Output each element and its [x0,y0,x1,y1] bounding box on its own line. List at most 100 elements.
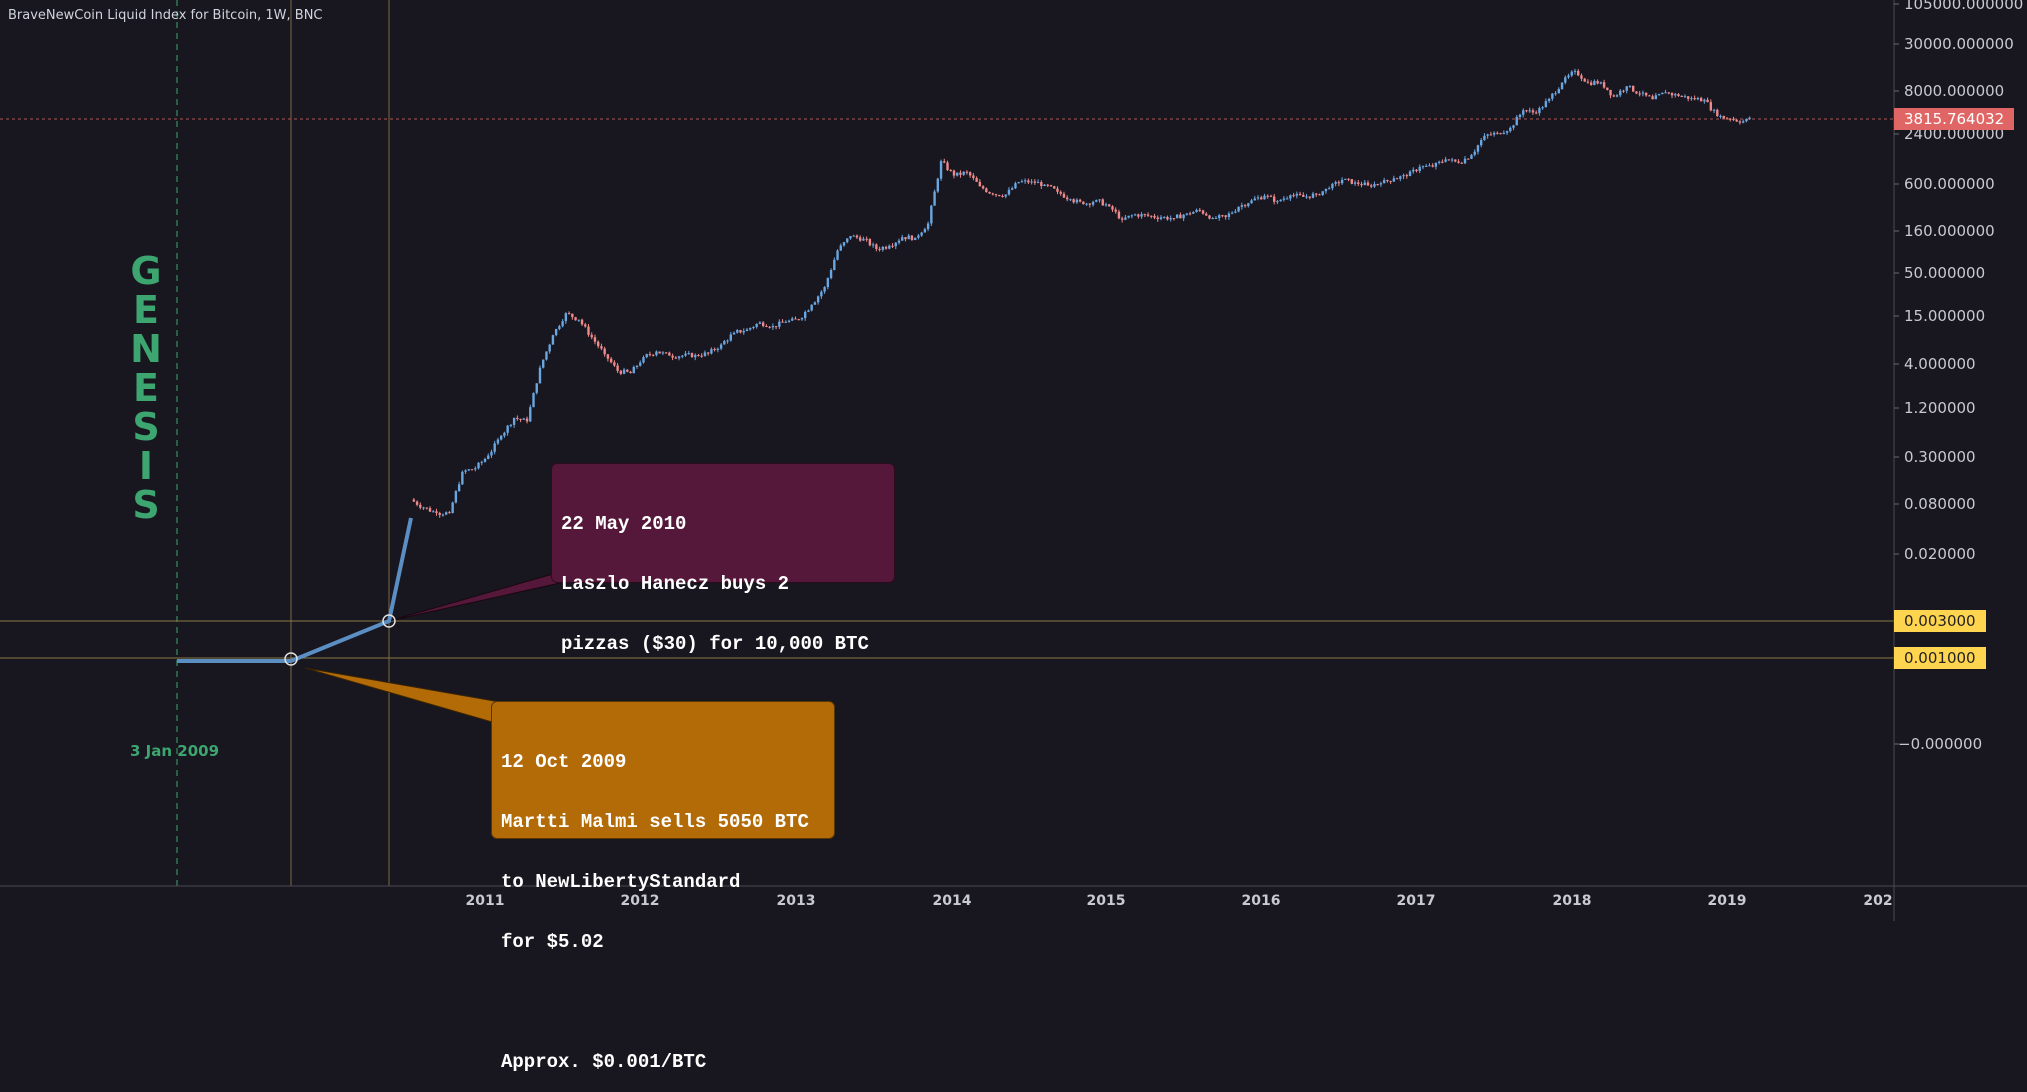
callout-line: Martti Malmi sells 5050 BTC [501,811,809,833]
candle-body [1680,96,1683,98]
candle-body [1276,201,1279,203]
candle-body [658,351,661,354]
candle-body [758,322,762,324]
candle-body [1104,204,1108,206]
candle-body [1609,89,1612,96]
candles-group [412,68,1751,518]
candle-body [432,511,435,513]
candle-body [1544,101,1548,108]
candle-body [1522,110,1525,115]
pizza-point-marker[interactable] [382,614,396,628]
candle-body [752,326,755,328]
candle-body [1272,196,1276,202]
candle-body [535,383,538,393]
candle-body [635,365,639,367]
candle-body [1583,78,1586,82]
candle-body [1295,193,1299,196]
genesis-label: G E N E S I S [128,252,164,525]
candle-body [1363,182,1366,186]
candle-body [1425,165,1428,167]
candle-body [1120,218,1124,220]
candle-body [826,278,830,288]
candle-body [1525,110,1528,112]
candle-body [1234,211,1237,213]
candle-body [1182,214,1185,219]
candle-body [1340,179,1344,184]
malmi-callout[interactable]: 12 Oct 2009 Martti Malmi sells 5050 BTC … [491,701,835,1072]
candle-body [674,357,678,359]
candle-body [1088,203,1092,205]
candle-body [891,245,894,247]
candle-body [412,499,416,502]
candle-body [1651,96,1654,100]
candle-body [939,161,943,179]
candle-body [833,259,836,271]
candle-body [1615,95,1619,97]
candle-body [415,501,419,505]
candle-body [548,344,551,352]
candle-body [729,334,733,341]
candle-body [457,484,461,492]
candle-body [1227,213,1231,218]
candle-body [1564,77,1567,83]
candle-body [810,304,813,311]
candle-body [1399,176,1402,179]
candle-body [681,355,684,357]
candle-body [1580,75,1583,79]
candle-body [920,232,923,236]
candle-body [952,170,956,176]
candle-body [464,470,467,472]
candle-body [1085,203,1088,205]
candle-body [913,237,917,241]
candle-body [985,188,988,193]
candle-body [1602,82,1606,88]
candle-body [545,351,548,360]
candle-body [1437,161,1441,163]
candle-body [1198,209,1201,211]
candle-body [1664,92,1667,94]
candle-body [522,418,526,420]
candle-body [493,443,496,452]
candle-body [1324,188,1328,192]
candle-body [1703,99,1706,102]
candle-body [1492,132,1496,135]
candle-body [1677,94,1680,97]
candle-body [716,348,720,350]
candle-body [1408,171,1412,177]
candle-body [503,432,506,436]
last-price-badge: 3815.764032 [1894,108,2015,130]
candle-body [506,425,509,433]
candle-body [755,323,758,327]
candle-body [1156,217,1159,220]
candle-body [998,195,1001,197]
candle-body [571,313,574,318]
candle-body [1389,180,1392,182]
candle-body [1382,180,1386,184]
candle-body [1078,199,1082,202]
candle-body [419,504,422,508]
candle-body [538,367,542,384]
candle-body [1467,158,1470,160]
malmi-point-marker[interactable] [284,652,298,666]
candle-body [1418,166,1421,172]
candle-body [1447,159,1451,161]
pizza-callout[interactable]: 22 May 2010 Laszlo Hanecz buys 2 pizzas … [551,463,895,774]
candle-body [878,248,881,250]
candle-body [1030,181,1033,183]
candle-body [664,352,668,354]
candle-body [597,341,600,347]
candle-body [713,349,716,351]
candle-body [1059,191,1062,194]
candle-body [1240,205,1244,207]
candle-body [648,354,652,356]
candle-body [435,511,438,514]
candle-body [613,362,616,366]
candle-body [884,246,888,249]
candle-body [1489,134,1493,136]
candle-body [1140,214,1143,217]
price-chart[interactable] [0,0,2027,921]
candle-body [988,192,991,194]
candle-body [923,229,927,233]
genesis-letter: G [130,249,162,293]
candle-body [736,330,739,333]
